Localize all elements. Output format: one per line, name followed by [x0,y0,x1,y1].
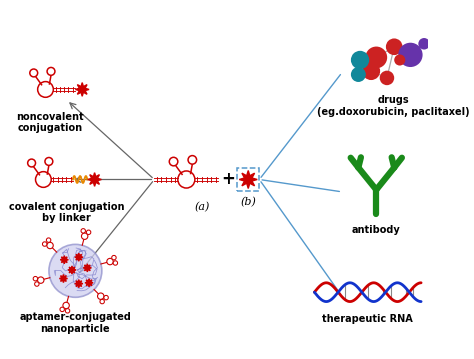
Circle shape [81,229,85,233]
Circle shape [35,282,39,286]
Polygon shape [60,256,68,264]
Circle shape [365,47,387,68]
Polygon shape [88,173,101,186]
Circle shape [65,309,70,313]
Text: drugs
(eg.doxorubicin, paclitaxel): drugs (eg.doxorubicin, paclitaxel) [317,95,470,117]
Circle shape [351,67,366,82]
Circle shape [46,238,51,242]
Circle shape [36,172,51,187]
Circle shape [63,302,69,309]
Text: (a): (a) [195,202,210,212]
Circle shape [178,171,195,188]
Text: +: + [221,171,235,188]
Circle shape [188,155,197,164]
Text: covalent conjugation
by linker: covalent conjugation by linker [9,202,125,223]
Circle shape [104,295,109,300]
Circle shape [60,307,64,312]
Text: antibody: antibody [352,225,401,235]
Polygon shape [75,280,83,288]
Circle shape [394,55,405,66]
Circle shape [419,38,430,50]
Circle shape [351,51,369,69]
Circle shape [430,37,438,45]
Circle shape [82,233,88,239]
Circle shape [47,242,53,249]
Circle shape [49,244,102,297]
Text: aptamer-conjugated
nanoparticle: aptamer-conjugated nanoparticle [19,312,131,334]
Circle shape [107,258,113,265]
Circle shape [43,242,47,246]
Polygon shape [85,279,93,287]
Circle shape [47,67,55,75]
Circle shape [37,277,44,283]
Circle shape [27,159,36,167]
Circle shape [386,38,402,55]
Text: therapeutic RNA: therapeutic RNA [322,313,413,323]
Circle shape [398,43,423,67]
Circle shape [169,157,178,166]
Text: (b): (b) [240,197,256,208]
Circle shape [112,255,116,260]
Circle shape [100,299,104,304]
Circle shape [37,81,54,97]
Circle shape [98,293,104,299]
Polygon shape [75,83,89,96]
Circle shape [45,158,53,165]
Polygon shape [239,171,257,188]
Polygon shape [83,264,91,272]
Circle shape [380,71,394,85]
Circle shape [362,62,380,80]
FancyBboxPatch shape [237,168,259,191]
Circle shape [86,230,91,234]
Text: noncovalent
conjugation: noncovalent conjugation [16,112,83,133]
Polygon shape [75,253,83,261]
Polygon shape [68,266,76,274]
Circle shape [113,261,118,265]
Polygon shape [59,275,67,283]
Circle shape [30,69,37,77]
Circle shape [33,276,37,281]
